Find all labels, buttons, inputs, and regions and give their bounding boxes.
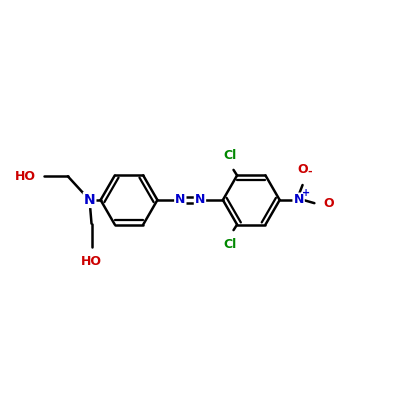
Text: Cl: Cl xyxy=(223,238,237,251)
Text: N: N xyxy=(175,194,186,206)
Text: -: - xyxy=(307,166,312,177)
Text: N: N xyxy=(195,194,205,206)
Text: N: N xyxy=(84,193,95,207)
Text: O: O xyxy=(323,197,334,210)
Text: +: + xyxy=(302,188,310,198)
Text: O: O xyxy=(297,162,308,176)
Text: HO: HO xyxy=(81,255,102,268)
Text: N: N xyxy=(294,194,304,206)
Text: HO: HO xyxy=(14,170,36,183)
Text: Cl: Cl xyxy=(223,149,237,162)
